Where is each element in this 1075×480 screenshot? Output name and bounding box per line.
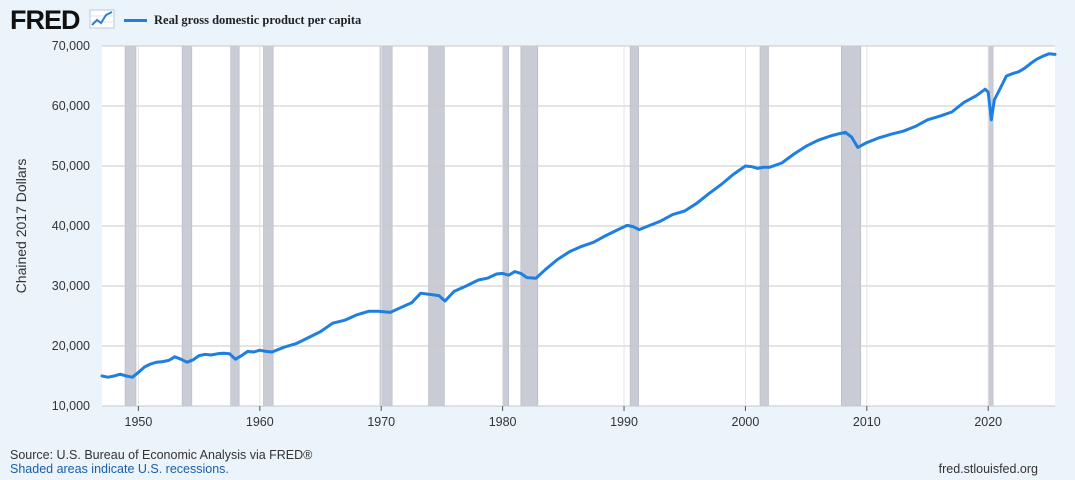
x-tick-label-6: 2010 xyxy=(853,415,881,429)
x-tick-label-5: 2000 xyxy=(732,415,760,429)
x-tick-label-4: 1990 xyxy=(610,415,638,429)
y-tick-label-2: 30,000 xyxy=(52,279,90,293)
chart-header: FRED Real gross domestic product per cap… xyxy=(0,0,1075,40)
y-tick-label-3: 40,000 xyxy=(52,219,90,233)
y-axis-label: Chained 2017 Dollars xyxy=(13,159,29,294)
legend-series-label: Real gross domestic product per capita xyxy=(154,13,362,27)
legend-series-swatch xyxy=(124,19,147,22)
line-chart[interactable]: 10,000 20,000 30,000 40,000 50,000 60,000 70,0… xyxy=(0,0,1075,440)
y-tick-label-5: 60,000 xyxy=(52,99,90,113)
y-tick-label-0: 10,000 xyxy=(52,399,90,413)
y-tick-label-1: 20,000 xyxy=(52,339,90,353)
y-tick-label-4: 50,000 xyxy=(52,159,90,173)
series-layer xyxy=(100,52,1057,379)
x-tick-label-7: 2020 xyxy=(974,415,1002,429)
y-tick-label-6: 70,000 xyxy=(52,39,90,53)
source-note: Source: U.S. Bureau of Economic Analysis… xyxy=(10,448,313,462)
recession-note-link[interactable]: Shaded areas indicate U.S. recessions. xyxy=(10,462,229,476)
x-tick-label-1: 1960 xyxy=(246,415,274,429)
trend-line-icon xyxy=(89,9,115,29)
fred-logo[interactable]: FRED xyxy=(10,5,80,35)
x-tick-label-3: 1980 xyxy=(489,415,517,429)
x-axis-ticks: 1950 1960 1970 1980 1990 2000 2010 2020 xyxy=(125,406,1002,429)
x-tick-label-0: 1950 xyxy=(125,415,153,429)
site-url[interactable]: fred.stlouisfed.org xyxy=(938,462,1038,476)
y-axis-ticks: 10,000 20,000 30,000 40,000 50,000 60,000 70,0… xyxy=(52,39,90,413)
series-line-0 xyxy=(100,52,1057,379)
x-tick-label-2: 1970 xyxy=(367,415,395,429)
gridlines xyxy=(102,45,1055,407)
